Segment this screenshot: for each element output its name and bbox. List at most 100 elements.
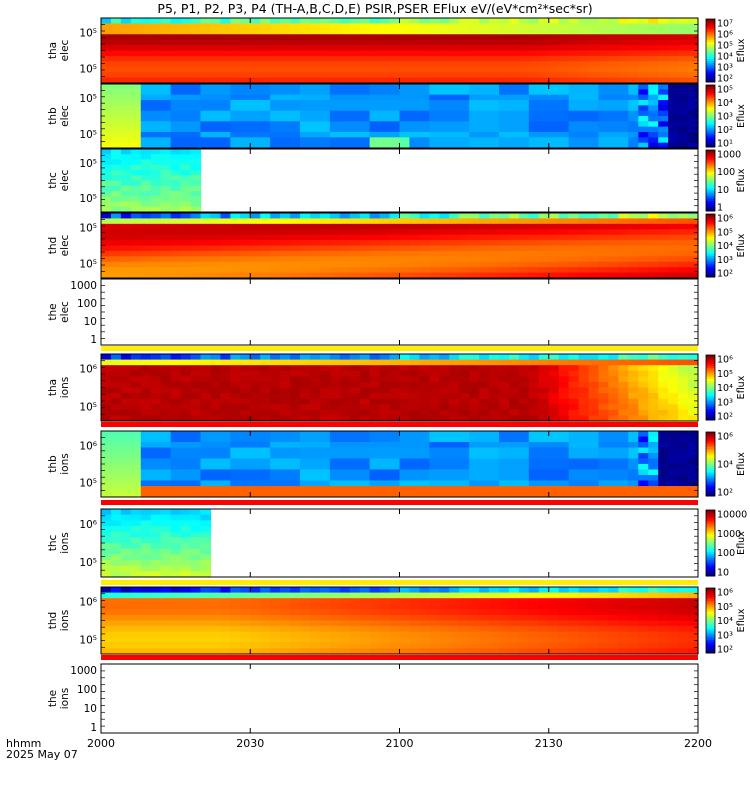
heatmap-cell — [628, 404, 639, 411]
heatmap-cell — [379, 105, 391, 112]
heatmap-cell — [588, 272, 600, 279]
heatmap-cell — [558, 398, 570, 405]
colorbar-cell — [706, 243, 715, 246]
heatmap-cell — [518, 626, 530, 633]
heatmap-cell — [200, 77, 212, 84]
heatmap-cell — [349, 598, 361, 605]
colorbar-cell — [706, 512, 715, 515]
heatmap-cell — [538, 240, 550, 247]
heatmap-cell — [399, 480, 411, 487]
heatmap-cell — [190, 110, 202, 117]
heatmap-cell — [270, 72, 281, 79]
heatmap-cell — [270, 45, 281, 52]
heatmap-cell — [608, 409, 619, 417]
heatmap-cell — [160, 387, 172, 394]
heatmap-cell — [160, 442, 172, 449]
heatmap-cell — [240, 469, 251, 476]
panel-thd_elec: thdelec Eflux — [47, 212, 747, 279]
heatmap-cell — [499, 245, 510, 252]
heatmap-cell — [210, 592, 221, 599]
heatmap-cell — [260, 359, 271, 366]
heatmap-cell — [329, 415, 341, 422]
heatmap-cell — [389, 234, 401, 241]
heatmap-cell — [588, 381, 600, 389]
heatmap-cell — [548, 598, 560, 605]
heatmap-cell — [110, 537, 122, 544]
heatmap-cell — [190, 365, 202, 372]
heatmap-cell — [369, 213, 381, 220]
heatmap-cell — [379, 393, 391, 400]
heatmap-cell — [618, 77, 629, 84]
heatmap-cell — [120, 442, 132, 449]
heatmap-cell — [359, 637, 371, 644]
heatmap-cell — [290, 469, 301, 476]
panel-label-line: ions — [59, 532, 71, 553]
heatmap-cell — [120, 137, 132, 144]
heatmap-cell — [150, 603, 162, 610]
heatmap-cell — [230, 94, 241, 101]
heatmap-cell — [309, 431, 321, 438]
heatmap-cell — [419, 442, 430, 449]
heatmap-cell — [260, 116, 271, 122]
heatmap-cell — [120, 175, 132, 182]
heatmap-cell — [120, 603, 132, 610]
heatmap-cell — [548, 234, 560, 241]
heatmap-cell — [379, 261, 391, 268]
heatmap-cell — [240, 598, 251, 605]
heatmap-cell — [578, 458, 590, 465]
heatmap-cell — [329, 376, 341, 383]
heatmap-cell — [230, 614, 241, 622]
heatmap-cell — [220, 592, 231, 599]
heatmap-cell — [439, 648, 450, 655]
heatmap-cell — [449, 94, 460, 101]
heatmap-cell — [648, 116, 659, 122]
heatmap-cell — [479, 398, 490, 405]
heatmap-cell — [409, 458, 420, 465]
heatmap-cell — [648, 34, 659, 41]
heatmap-cell — [180, 39, 192, 46]
heatmap-cell — [130, 218, 142, 225]
heatmap-cell — [568, 45, 580, 52]
heatmap-cell — [150, 609, 162, 616]
heatmap-cell — [648, 398, 659, 405]
heatmap-cell — [439, 34, 450, 41]
heatmap-cell — [499, 142, 510, 149]
heatmap-cell — [538, 261, 550, 268]
heatmap-cell — [220, 126, 231, 133]
heatmap-cell — [558, 648, 570, 655]
heatmap-cell — [170, 398, 182, 405]
heatmap-cell — [658, 240, 669, 247]
heatmap-cell — [270, 121, 281, 128]
heatmap-cell — [489, 359, 500, 366]
heatmap-cell — [648, 267, 659, 274]
heatmap-cell — [479, 609, 490, 616]
heatmap-cell — [588, 213, 600, 220]
heatmap-cell — [638, 436, 649, 443]
heatmap-cell — [200, 89, 212, 96]
heatmap-cell — [140, 464, 152, 471]
heatmap-cell — [578, 132, 590, 138]
heatmap-cell — [280, 365, 291, 372]
colorbar-tick-label: 10² — [717, 269, 733, 280]
heatmap-cell — [528, 261, 540, 268]
heatmap-cell — [578, 223, 590, 230]
heatmap-cell — [309, 256, 321, 263]
heatmap-cell — [290, 637, 301, 644]
heatmap-cell — [240, 50, 251, 57]
heatmap-cell — [230, 376, 241, 383]
heatmap-cell — [130, 213, 142, 220]
heatmap-cell — [339, 223, 351, 230]
heatmap-cell — [379, 404, 391, 411]
heatmap-cell — [300, 447, 311, 454]
heatmap-cell — [260, 614, 271, 622]
colorbar-cell — [706, 514, 715, 518]
heatmap-cell — [220, 436, 231, 443]
colorbar-cell — [706, 573, 715, 577]
heatmap-cell — [160, 475, 172, 482]
heatmap-cell — [170, 159, 182, 166]
heatmap-cell — [608, 365, 619, 372]
heatmap-cell — [558, 592, 570, 599]
heatmap-cell — [309, 234, 321, 241]
heatmap-cell — [230, 393, 241, 400]
heatmap-cell — [419, 475, 430, 482]
